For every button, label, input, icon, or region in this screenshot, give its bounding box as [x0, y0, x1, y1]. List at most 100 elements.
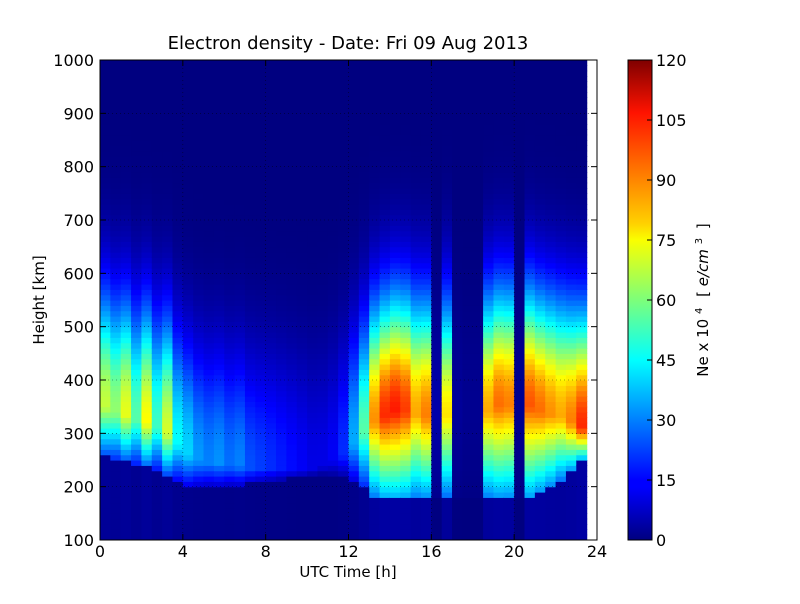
heatmap-cell — [203, 390, 215, 397]
heatmap-cell — [296, 465, 308, 472]
heatmap-cell — [151, 156, 163, 162]
heatmap-cell — [389, 342, 401, 349]
heatmap-cell — [462, 465, 474, 472]
heatmap-cell — [452, 108, 463, 114]
heatmap-cell — [244, 518, 256, 525]
heatmap-cell — [234, 342, 246, 349]
heatmap-cell — [141, 449, 153, 456]
heatmap-cell — [379, 278, 391, 285]
heatmap-cell — [296, 428, 308, 434]
heatmap-cell — [151, 502, 163, 509]
heatmap-cell — [162, 305, 174, 312]
heatmap-cell — [358, 108, 370, 114]
heatmap-cell — [172, 262, 184, 269]
heatmap-cell — [213, 92, 225, 98]
heatmap-cell — [131, 246, 143, 253]
heatmap-cell — [327, 342, 339, 349]
heatmap-cell — [172, 161, 184, 168]
heatmap-cell — [224, 204, 236, 210]
heatmap-cell — [151, 97, 163, 104]
heatmap-cell — [452, 150, 463, 157]
heatmap-cell — [203, 417, 215, 424]
heatmap-cell — [483, 438, 495, 445]
heatmap-cell — [472, 481, 484, 488]
heatmap-cell — [224, 97, 236, 104]
heatmap-cell — [255, 65, 267, 72]
heatmap-cell — [348, 236, 360, 242]
heatmap-cell — [296, 374, 308, 381]
heatmap-cell — [327, 182, 339, 189]
heatmap-cell — [110, 124, 122, 130]
heatmap-cell — [534, 246, 546, 253]
heatmap-cell — [151, 433, 163, 440]
heatmap-cell — [462, 412, 474, 418]
heatmap-cell — [224, 92, 236, 98]
heatmap-cell — [286, 470, 298, 477]
heatmap-cell — [265, 380, 277, 386]
heatmap-cell — [203, 337, 215, 344]
heatmap-cell — [483, 465, 495, 472]
heatmap-cell — [100, 353, 111, 360]
heatmap-cell — [255, 172, 267, 178]
heatmap-cell — [213, 342, 225, 349]
heatmap-cell — [534, 305, 546, 312]
heatmap-cell — [193, 508, 205, 514]
heatmap-cell — [338, 417, 350, 424]
heatmap-cell — [452, 156, 463, 162]
heatmap-cell — [162, 124, 174, 130]
heatmap-cell — [379, 241, 391, 248]
heatmap-cell — [307, 396, 319, 402]
heatmap-cell — [348, 268, 360, 274]
heatmap-cell — [255, 81, 267, 88]
heatmap-cell — [286, 481, 298, 488]
heatmap-cell — [503, 337, 515, 344]
heatmap-cell — [131, 188, 143, 194]
heatmap-cell — [162, 401, 174, 408]
heatmap-cell — [307, 374, 319, 381]
heatmap-cell — [162, 508, 174, 514]
heatmap-cell — [172, 406, 184, 413]
heatmap-cell — [410, 310, 422, 317]
heatmap-cell — [286, 508, 298, 514]
heatmap-cell — [503, 262, 515, 269]
heatmap-cell — [400, 422, 412, 429]
heatmap-cell — [234, 129, 246, 136]
heatmap-cell — [286, 60, 298, 66]
heatmap-cell — [565, 70, 577, 77]
heatmap-cell — [431, 390, 443, 397]
heatmap-cell — [307, 102, 319, 109]
heatmap-cell — [110, 65, 122, 72]
heatmap-cell — [244, 252, 256, 258]
heatmap-cell — [286, 278, 298, 285]
heatmap-cell — [224, 417, 236, 424]
heatmap-cell — [255, 502, 267, 509]
heatmap-cell — [265, 401, 277, 408]
heatmap-cell — [338, 316, 350, 322]
heatmap-cell — [296, 337, 308, 344]
heatmap-cell — [327, 348, 339, 354]
heatmap-cell — [503, 481, 515, 488]
heatmap-cell — [162, 225, 174, 232]
heatmap-cell — [182, 449, 194, 456]
heatmap-cell — [338, 81, 350, 88]
heatmap-cell — [244, 204, 256, 210]
heatmap-cell — [379, 438, 391, 445]
heatmap-cell — [317, 225, 329, 232]
heatmap-cell — [555, 486, 567, 493]
heatmap-cell — [389, 524, 401, 530]
heatmap-cell — [358, 124, 370, 130]
heatmap-cell — [379, 134, 391, 141]
heatmap-cell — [265, 118, 277, 125]
heatmap-cell — [410, 150, 422, 157]
heatmap-cell — [452, 81, 463, 88]
heatmap-cell — [483, 332, 495, 338]
heatmap-cell — [317, 113, 329, 120]
heatmap-cell — [410, 230, 422, 237]
heatmap-cell — [110, 332, 122, 338]
heatmap-cell — [265, 161, 277, 168]
heatmap-cell — [224, 518, 236, 525]
heatmap-cell — [400, 118, 412, 125]
heatmap-cell — [265, 481, 277, 488]
heatmap-cell — [472, 113, 484, 120]
